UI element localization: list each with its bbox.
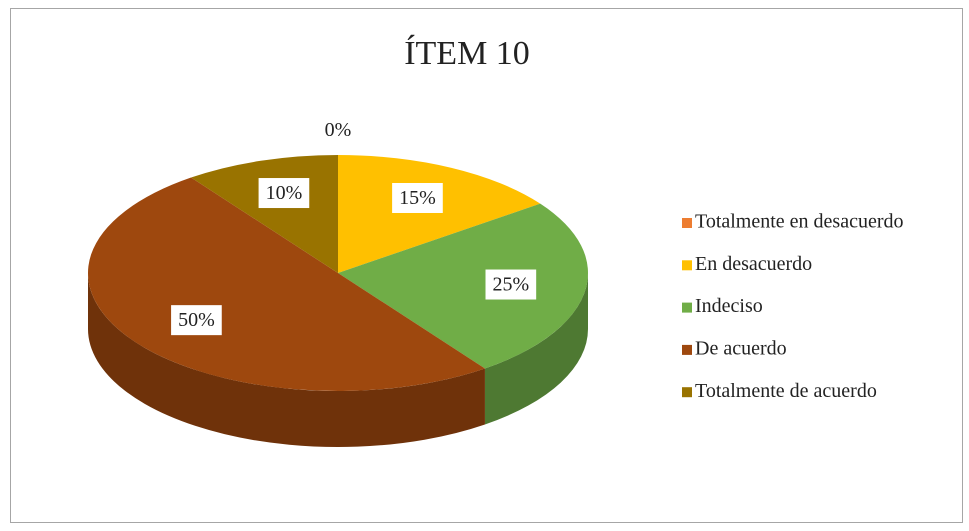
legend-label: Totalmente de acuerdo <box>695 380 877 402</box>
legend-label: Indeciso <box>695 295 763 317</box>
data-label: 25% <box>493 274 530 296</box>
legend-label: Totalmente en desacuerdo <box>695 211 904 233</box>
data-label-box <box>258 178 310 209</box>
pie-side <box>87 273 485 448</box>
legend-label: De acuerdo <box>695 337 787 359</box>
legend-label: En desacuerdo <box>695 253 812 275</box>
data-label-box <box>171 305 222 336</box>
pie-slice <box>338 155 541 273</box>
chart-title: ÍTEM 10 <box>404 35 530 72</box>
data-label: 50% <box>178 309 215 331</box>
legend-swatch <box>682 302 692 313</box>
data-label: 10% <box>266 182 303 204</box>
data-label: 15% <box>399 187 436 209</box>
legend-swatch <box>682 260 692 271</box>
legend-swatch <box>682 344 692 355</box>
legend-swatch <box>682 218 692 228</box>
data-label-box <box>485 269 537 300</box>
data-label-box <box>392 182 443 213</box>
legend-swatch <box>682 387 692 398</box>
pie-slice <box>338 203 589 369</box>
pie-slice <box>87 177 485 392</box>
pie-side <box>484 273 588 425</box>
data-label: 0% <box>325 119 352 141</box>
